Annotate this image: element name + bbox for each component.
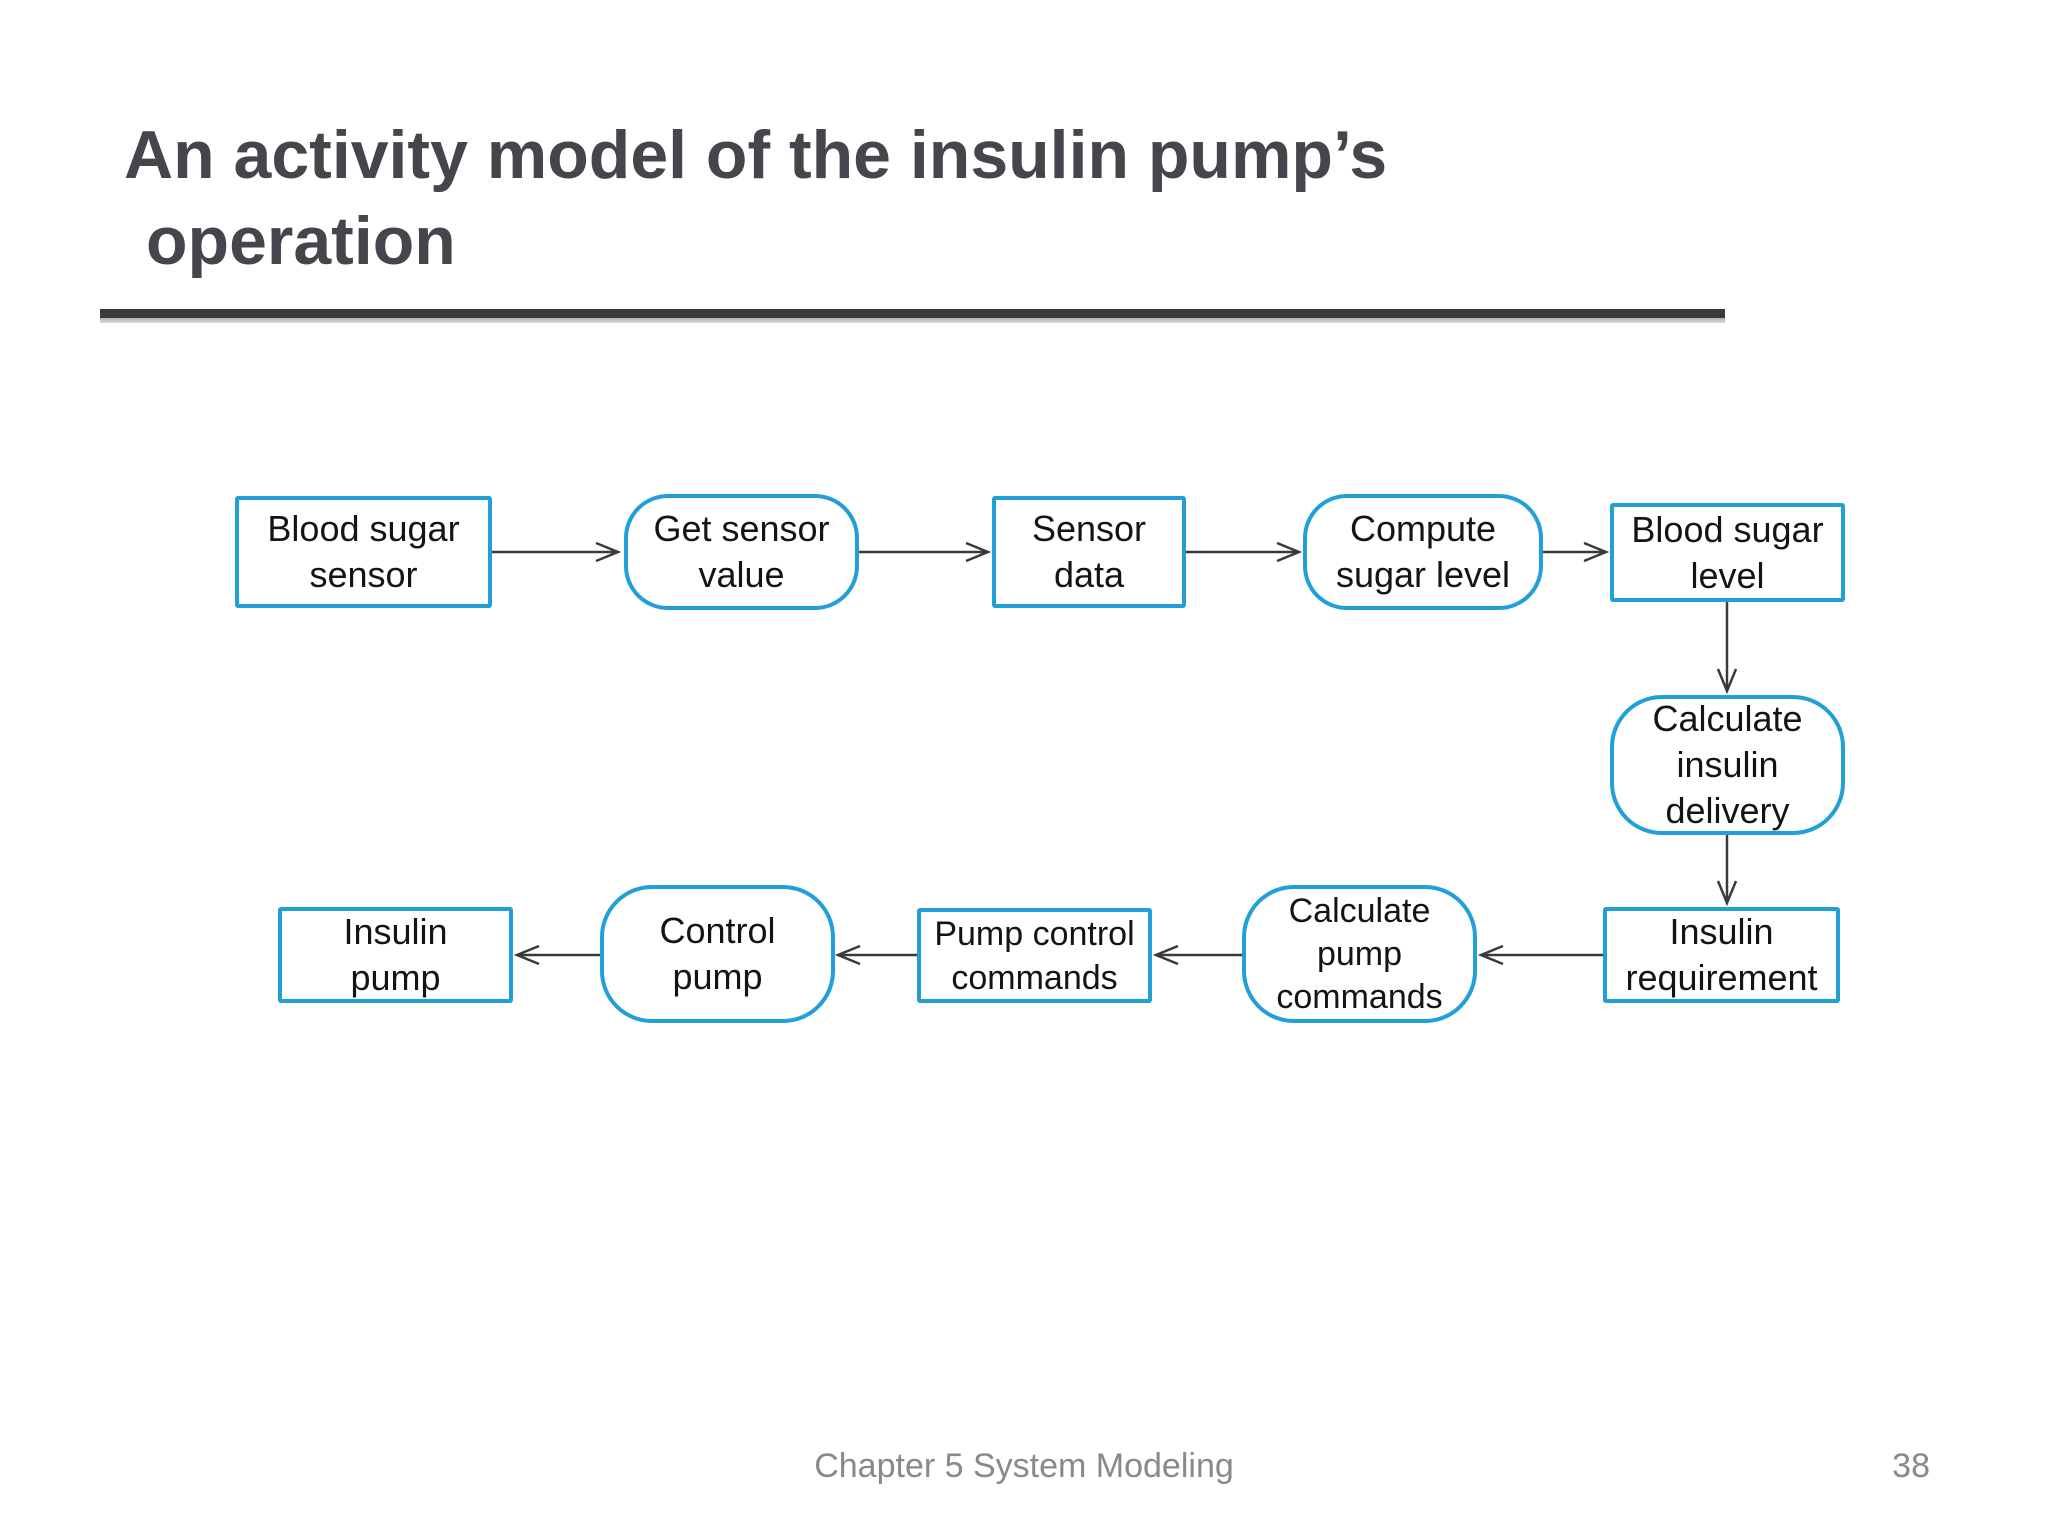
node-blood-sugar-sensor: Blood sugar sensor (235, 496, 492, 608)
slide-title: An activity model of the insulin pump’s … (124, 112, 1624, 284)
node-label-line: Insulin (343, 911, 448, 952)
arrow-control-pump-to-insulin-pump (513, 944, 600, 966)
node-label-line: commands (951, 958, 1118, 997)
node-calculate-pump-commands: Calculate pump commands (1242, 885, 1477, 1023)
node-label-line: commands (1276, 977, 1443, 1016)
node-label-line: sugar level (1335, 554, 1511, 595)
node-label-line: Sensor (1031, 508, 1147, 549)
title-divider (100, 309, 1725, 325)
node-label-line: delivery (1665, 790, 1790, 831)
node-label-line: pump (672, 956, 763, 997)
arrow-compute-to-blood-sugar-level (1543, 541, 1610, 563)
page-number: 38 (1892, 1447, 1930, 1485)
node-label-line: pump (350, 957, 441, 998)
node-blood-sugar-level: Blood sugar level (1610, 503, 1845, 602)
title-divider-light-bar (100, 318, 1725, 323)
node-calculate-insulin-delivery: Calculate insulin delivery (1610, 695, 1845, 835)
node-insulin-pump: Insulin pump (278, 907, 513, 1003)
node-compute-sugar-level: Compute sugar level (1303, 494, 1543, 610)
node-label-line: Blood sugar (267, 508, 460, 549)
node-get-sensor-value: Get sensor value (624, 494, 859, 610)
node-control-pump: Control pump (600, 885, 835, 1023)
node-label-line: Calculate (1652, 698, 1803, 739)
node-label-line: data (1053, 554, 1125, 595)
arrow-sensor-to-get-value (492, 541, 622, 563)
arrow-level-to-calculate-delivery (1716, 602, 1738, 695)
node-label-line: Blood sugar (1631, 508, 1824, 550)
title-divider-dark-bar (100, 309, 1725, 318)
arrow-delivery-to-requirement (1716, 835, 1738, 907)
node-label-line: Compute (1349, 508, 1497, 549)
arrow-calc-pump-to-commands (1152, 944, 1242, 966)
node-label-line: level (1690, 554, 1765, 596)
node-pump-control-commands: Pump control commands (917, 908, 1152, 1003)
node-label-line: value (698, 554, 785, 595)
node-label-line: Calculate (1288, 891, 1431, 930)
node-label-line: Get sensor (653, 508, 830, 549)
node-label-line: sensor (309, 554, 418, 595)
node-insulin-requirement: Insulin requirement (1603, 907, 1840, 1003)
node-label-line: Control (659, 910, 776, 951)
node-label-line: requirement (1625, 957, 1818, 998)
arrow-get-value-to-sensor-data (859, 541, 992, 563)
arrow-requirement-to-calc-pump (1477, 944, 1603, 966)
slide-title-line1: An activity model of the insulin pump’s (124, 117, 1388, 193)
node-label-line: pump (1316, 934, 1403, 973)
node-sensor-data: Sensor data (992, 496, 1186, 608)
node-label-line: Pump control (934, 914, 1135, 953)
node-label-line: insulin (1676, 744, 1779, 785)
node-label-line: Insulin (1669, 911, 1774, 952)
arrow-sensor-data-to-compute (1186, 541, 1303, 563)
arrow-commands-to-control-pump (834, 944, 917, 966)
footer-text: Chapter 5 System Modeling (814, 1447, 1234, 1485)
slide-title-line2: operation (146, 203, 456, 279)
